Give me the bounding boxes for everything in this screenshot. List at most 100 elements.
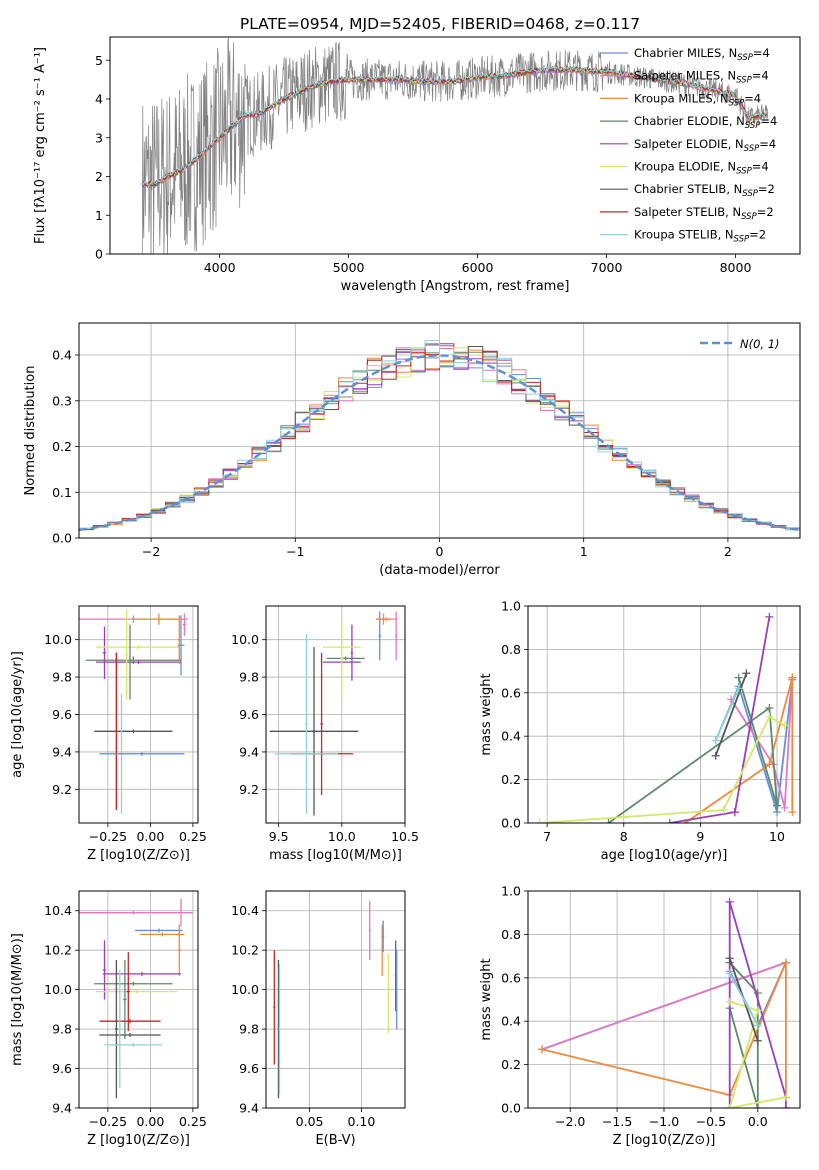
x-axis-label: Z [log10(Z/Z⊙)] — [87, 848, 190, 863]
errorbar-point — [320, 652, 323, 795]
errorbar-point — [99, 1033, 161, 1037]
y-tick-label: 9.8 — [52, 670, 72, 685]
errorbar-point — [123, 960, 127, 1039]
x-axis-label: (data-model)/error — [379, 563, 500, 578]
weight-marker — [753, 1021, 762, 1030]
errorbar-point — [375, 613, 392, 625]
y-tick-label: 0.3 — [52, 393, 72, 408]
errorbar-point — [128, 624, 132, 700]
weight-marker — [725, 997, 734, 1006]
weight-marker — [725, 897, 734, 906]
plot-frame — [78, 605, 199, 824]
plot-frame — [265, 605, 406, 824]
weight-marker — [725, 954, 734, 963]
weight-marker — [781, 1104, 790, 1108]
weight-marker — [780, 721, 789, 730]
weight-marker — [753, 1006, 762, 1015]
errorbar-point — [114, 960, 119, 1099]
errorbar-point — [102, 971, 181, 976]
y-tick-label: 10.0 — [231, 632, 259, 647]
weight-marker — [788, 808, 797, 817]
y-tick-label: 9.8 — [239, 670, 259, 685]
errorbar-point — [273, 950, 276, 1065]
y-tick-label: 0.6 — [501, 685, 521, 700]
errorbar-point — [79, 910, 193, 915]
y-tick-label: 10.0 — [44, 982, 72, 997]
plot-frame — [78, 890, 199, 1109]
weight-line — [728, 1000, 787, 1108]
weight-marker — [535, 819, 544, 823]
y-tick-label: 0 — [95, 247, 103, 262]
x-tick-label: 0.00 — [136, 1114, 164, 1129]
errorbar-point — [305, 634, 308, 814]
y-tick-label: 1.0 — [501, 599, 521, 614]
y-tick-label: 9.2 — [239, 782, 259, 797]
plot-frame — [527, 605, 801, 824]
x-tick-label: −0.25 — [89, 1114, 127, 1129]
y-tick-label: 9.4 — [239, 744, 259, 759]
y-axis-label: mass weight — [479, 673, 494, 755]
x-tick-label: 0.25 — [179, 829, 207, 844]
errorbar-point — [368, 900, 371, 961]
errorbar-point — [312, 647, 316, 816]
x-axis-label: E(B-V) — [315, 1133, 355, 1148]
weight-line — [541, 961, 787, 1051]
weight-marker — [725, 969, 734, 978]
age-vs-Z-panel: −0.25 0.00 0.25 9.2 9.4 9.6 9.8 10.0 Z [log10(Z/… — [10, 605, 207, 863]
weight-marker — [734, 673, 743, 682]
y-tick-label: 9.4 — [52, 744, 72, 759]
errorbar-point — [99, 751, 185, 756]
y-tick-label: 4 — [95, 92, 103, 107]
y-tick-label: 9.8 — [52, 1022, 72, 1037]
errorbar-point — [394, 611, 398, 661]
errorbar-point — [96, 645, 181, 650]
x-tick-label: 0.00 — [136, 829, 164, 844]
x-tick-label: 7 — [543, 829, 551, 844]
y-axis-label: age [log10(age/yr)] — [10, 651, 25, 778]
y-tick-label: 0.2 — [501, 772, 521, 787]
x-tick-label: 6000 — [462, 260, 494, 275]
weight-line — [730, 677, 794, 809]
y-tick-label: 10.2 — [44, 943, 72, 958]
x-tick-label: 2 — [724, 544, 732, 559]
weight-marker — [742, 669, 751, 678]
errorbar-point — [94, 729, 173, 734]
x-tick-label: 1 — [580, 544, 588, 559]
legend-entry: Chabrier MILES, NSSP=4 — [634, 46, 770, 63]
x-tick-label: 0.10 — [348, 1114, 376, 1129]
y-tick-label: 9.4 — [52, 1101, 72, 1116]
y-tick-label: 0.4 — [52, 348, 72, 363]
weight-marker — [711, 736, 720, 745]
errorbar-point — [387, 954, 390, 1034]
errorbar-point — [340, 620, 344, 696]
errorbar-point — [102, 940, 107, 1000]
weight-marker — [788, 673, 797, 682]
y-tick-label: 9.6 — [52, 707, 72, 722]
y-tick-label: 3 — [95, 130, 103, 145]
x-axis-label: age [log10(age/yr)] — [601, 848, 728, 863]
errorbar-point — [126, 952, 130, 1032]
x-tick-label: 7000 — [591, 260, 623, 275]
x-tick-label: −0.5 — [696, 1114, 726, 1129]
x-tick-label: 10.5 — [391, 829, 419, 844]
errorbar-point — [350, 624, 354, 681]
x-tick-label: 10 — [769, 829, 785, 844]
errorbar-point — [395, 950, 398, 1030]
legend-entry: Chabrier STELIB, NSSP=2 — [634, 182, 775, 199]
y-tick-label: 1 — [95, 208, 103, 223]
x-axis-label: Z [log10(Z/Z⊙)] — [87, 1133, 190, 1148]
reference-legend-label: N(0, 1) — [740, 337, 780, 351]
weight-marker — [765, 712, 774, 721]
errorbar-point — [96, 660, 181, 664]
x-tick-label: 5000 — [333, 260, 365, 275]
errorbar-point — [177, 615, 181, 664]
x-axis-label: Z [log10(Z/Z⊙)] — [613, 1133, 716, 1148]
errorbar-point — [94, 981, 173, 986]
y-tick-label: 0.2 — [501, 1057, 521, 1072]
weight-marker — [781, 958, 790, 967]
y-tick-label: 10.2 — [231, 943, 259, 958]
histogram-step — [79, 340, 800, 530]
legend-entry: Salpeter MILES, NSSP=4 — [634, 69, 769, 86]
